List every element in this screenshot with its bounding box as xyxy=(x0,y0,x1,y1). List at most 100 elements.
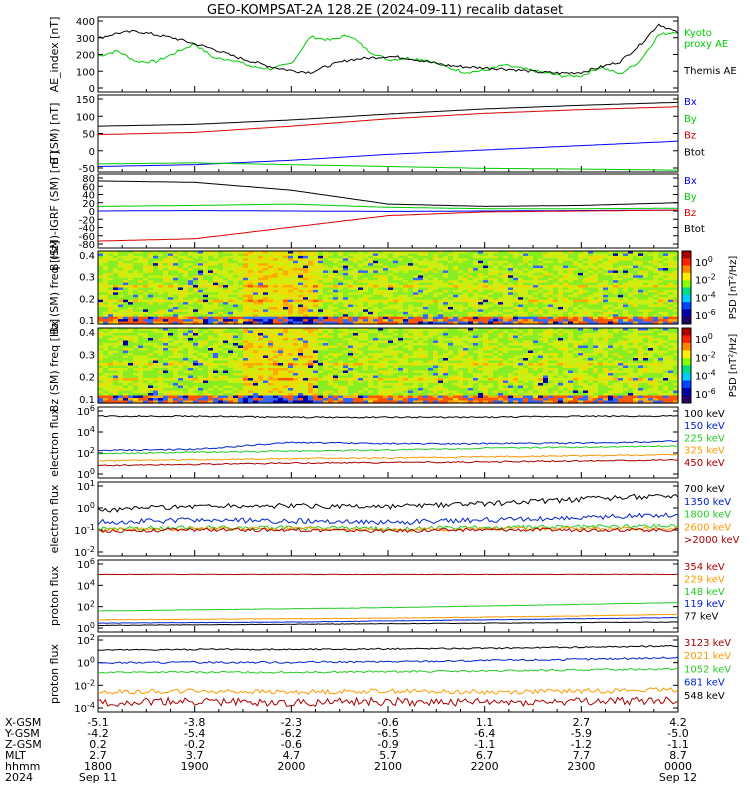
spectrogram-cell xyxy=(293,385,299,389)
spectrogram-cell xyxy=(183,345,189,349)
spectrogram-cell xyxy=(118,330,124,334)
spectrogram-cell xyxy=(488,287,494,291)
spectrogram-cell xyxy=(198,358,204,362)
spectrogram-cell xyxy=(363,265,369,269)
spectrogram-cell xyxy=(418,294,424,298)
spectrogram-cell xyxy=(248,333,254,337)
spectrogram-cell xyxy=(223,321,229,325)
spectrogram-cell xyxy=(253,289,259,293)
spectrogram-cell xyxy=(253,380,259,384)
spectrogram-cell xyxy=(328,255,334,259)
spectrogram-cell xyxy=(513,285,519,289)
spectrogram-cell xyxy=(338,314,344,318)
spectrogram-cell xyxy=(378,258,384,262)
spectrogram-cell xyxy=(168,311,174,315)
spectrogram-cell xyxy=(123,311,129,315)
spectrogram-cell xyxy=(518,289,524,293)
spectrogram-cell xyxy=(243,309,249,313)
spectrogram-cell xyxy=(663,251,669,255)
spectrogram-cell xyxy=(208,268,214,272)
spectrogram-cell xyxy=(243,388,249,392)
spectrogram-cell xyxy=(158,319,164,323)
spectrogram-cell xyxy=(548,260,554,264)
spectrogram-cell xyxy=(158,314,164,318)
spectrogram-cell xyxy=(408,251,414,255)
spectrogram-cell xyxy=(303,316,309,320)
spectrogram-cell xyxy=(528,255,534,259)
spectrogram-cell xyxy=(243,350,249,354)
spectrogram-cell xyxy=(508,258,514,262)
spectrogram-cell xyxy=(328,260,334,264)
spectrogram-cell xyxy=(338,304,344,308)
spectrogram-cell xyxy=(258,358,264,362)
spectrogram-cell xyxy=(448,302,454,306)
spectrogram-cell xyxy=(323,319,329,323)
spectrogram-cell xyxy=(358,314,364,318)
spectrogram-cell xyxy=(583,260,589,264)
spectrogram-cell xyxy=(148,375,154,379)
spectrogram-cell xyxy=(128,345,134,349)
spectrogram-cell xyxy=(473,297,479,301)
spectrogram-cell xyxy=(288,265,294,269)
spectrogram-cell xyxy=(663,255,669,259)
spectrogram-cell xyxy=(123,398,129,402)
spectrogram-cell xyxy=(178,345,184,349)
spectrogram-cell xyxy=(273,314,279,318)
spectrogram-cell xyxy=(278,345,284,349)
spectrogram-cell xyxy=(563,304,569,308)
y-axis-label: Bx (SM) freq [Hz] xyxy=(48,240,61,334)
spectrogram-cell xyxy=(153,338,159,342)
spectrogram-cell xyxy=(468,309,474,313)
spectrogram-cell xyxy=(623,270,629,274)
spectrogram-cell xyxy=(648,321,654,325)
spectrogram-cell xyxy=(233,253,239,257)
spectrogram-cell xyxy=(328,319,334,323)
spectrogram-cell xyxy=(358,306,364,310)
spectrogram-cell xyxy=(528,253,534,257)
spectrogram-cell xyxy=(318,275,324,279)
spectrogram-cell xyxy=(548,272,554,276)
spectrogram-cell xyxy=(218,292,224,296)
spectrogram-cell xyxy=(283,358,289,362)
spectrogram-cell xyxy=(593,277,599,281)
spectrogram-cell xyxy=(273,400,279,404)
spectrogram-cell xyxy=(183,395,189,399)
spectrogram-cell xyxy=(483,272,489,276)
spectrogram-cell xyxy=(283,268,289,272)
spectrogram-cell xyxy=(408,272,414,276)
spectrogram-cell xyxy=(283,345,289,349)
spectrogram-cell xyxy=(498,309,504,313)
spectrogram-cell xyxy=(668,292,674,296)
spectrogram-cell xyxy=(593,251,599,255)
spectrogram-cell xyxy=(238,275,244,279)
spectrogram-cell xyxy=(183,297,189,301)
spectrogram-cell xyxy=(193,270,199,274)
spectrogram-cell xyxy=(388,282,394,286)
spectrogram-cell xyxy=(533,306,539,310)
spectrogram-cell xyxy=(423,311,429,315)
spectrogram-cell xyxy=(298,260,304,264)
spectrogram-cell xyxy=(103,348,109,352)
spectrogram-cell xyxy=(568,282,574,286)
spectrogram-cell xyxy=(248,272,254,276)
spectrogram-cell xyxy=(228,385,234,389)
spectrogram-cell xyxy=(403,294,409,298)
spectrogram-cell xyxy=(293,294,299,298)
spectrogram-cell xyxy=(538,319,544,323)
spectrogram-cell xyxy=(323,311,329,315)
spectrogram-cell xyxy=(403,268,409,272)
spectrogram-cell xyxy=(158,343,164,347)
spectrogram-cell xyxy=(598,299,604,303)
spectrogram-cell xyxy=(393,272,399,276)
spectrogram-cell xyxy=(213,258,219,262)
spectrogram-cell xyxy=(558,319,564,323)
spectrogram-cell xyxy=(398,260,404,264)
spectrogram-cell xyxy=(223,390,229,394)
spectrogram-cell xyxy=(513,316,519,320)
spectrogram-cell xyxy=(243,289,249,293)
spectrogram-cell xyxy=(133,395,139,399)
spectrogram-cell xyxy=(138,309,144,313)
spectrogram-cell xyxy=(643,311,649,315)
spectrogram-cell xyxy=(183,353,189,357)
